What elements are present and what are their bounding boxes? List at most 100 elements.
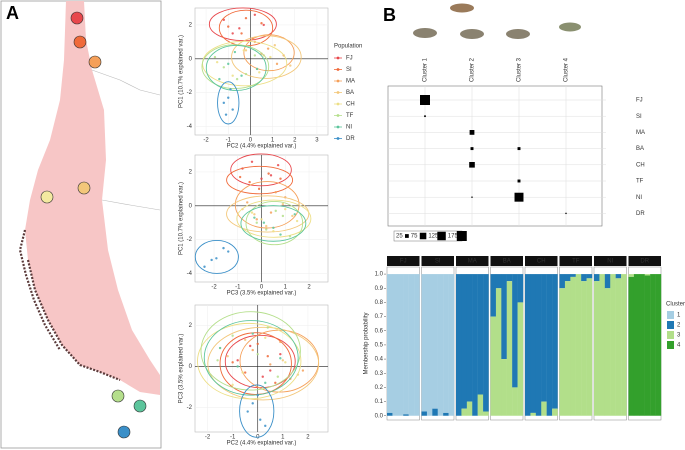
size-legend-square (419, 232, 427, 240)
membership-segment (530, 274, 537, 413)
point (231, 74, 234, 77)
membership-segment (546, 274, 553, 416)
point (250, 160, 254, 163)
y-tick-label: 0.6 (375, 328, 384, 334)
point (274, 191, 277, 194)
row-label: TF (636, 179, 644, 185)
column-label: Cluster 2 (470, 57, 476, 82)
y-tick-label: 0.0 (375, 413, 384, 419)
membership-segment (552, 408, 558, 416)
membership-segment (483, 411, 489, 416)
point (231, 334, 234, 337)
membership-segment (628, 276, 635, 416)
y-axis-label: PC3 (3.5% explained var.) (179, 334, 185, 404)
point (233, 50, 237, 54)
membership-segment (461, 274, 468, 409)
size-legend-square (405, 234, 409, 238)
point (267, 172, 270, 175)
plot-frame (194, 304, 329, 433)
legend-swatch (667, 311, 674, 319)
membership-segment (581, 281, 587, 416)
size-legend-label: 125 (428, 234, 439, 240)
point (266, 47, 270, 50)
panel-header-label: NI (607, 259, 613, 265)
point (291, 214, 294, 218)
legend-swatch (336, 114, 340, 117)
membership-segment (466, 401, 473, 416)
membership-segment (477, 394, 484, 416)
point (218, 77, 221, 81)
y-axis-label: Membership probability (364, 312, 370, 374)
membership-segment (594, 274, 600, 282)
point (255, 218, 258, 221)
membership-segment (541, 274, 547, 402)
membership-segment (512, 274, 518, 388)
point (244, 72, 248, 76)
legend-label: 4 (677, 343, 681, 349)
membership-segment (443, 274, 449, 413)
row-label: NI (636, 195, 642, 201)
y-tick-label: 0.3 (375, 371, 384, 377)
y-tick-label: 0 (189, 203, 193, 209)
membership-segment (477, 274, 484, 395)
point (227, 96, 230, 99)
x-tick-label: 1 (284, 285, 288, 291)
site (40, 190, 54, 204)
point (253, 213, 256, 216)
point (269, 174, 273, 177)
y-tick-label: -4 (187, 124, 193, 130)
membership-segment (466, 274, 473, 402)
membership-segment (586, 274, 593, 279)
point (229, 88, 232, 91)
matrix-frame (387, 85, 603, 227)
membership-segment (483, 274, 489, 412)
point (281, 214, 285, 218)
panel-header-label: SI (435, 259, 441, 265)
confidence-ellipse (203, 320, 299, 396)
point (240, 32, 243, 35)
point (255, 221, 258, 224)
point (231, 361, 234, 364)
panel-header (421, 256, 454, 266)
x-tick-label: 1 (281, 435, 285, 441)
point (264, 336, 267, 339)
legend-swatch (336, 125, 340, 129)
point (216, 359, 219, 362)
panel-header-label: TF (572, 259, 580, 265)
y-tick-label: 2 (189, 323, 193, 329)
size-legend-label: 175 (448, 234, 459, 240)
legend-swatch (336, 68, 340, 71)
panel-header (525, 256, 558, 266)
point (276, 375, 280, 378)
membership-segment (615, 278, 622, 416)
point (251, 332, 254, 335)
legend-title: Cluster (666, 302, 685, 308)
count-square (517, 147, 521, 151)
membership-segment (426, 274, 433, 416)
point (215, 60, 219, 64)
point (249, 344, 252, 348)
column-label: Cluster 1 (423, 57, 429, 82)
membership-segment (408, 274, 415, 416)
bird (413, 28, 437, 38)
count-square (420, 95, 430, 105)
membership-segment (633, 274, 640, 416)
point (279, 340, 282, 344)
point (281, 359, 285, 362)
membership-segment (530, 412, 537, 416)
count-square (517, 179, 521, 183)
membership-segment (495, 288, 502, 416)
size-legend-label: 25 (396, 234, 403, 240)
y-tick-label: 0 (189, 56, 193, 62)
confidence-ellipse (201, 44, 270, 89)
legend-label: 3 (677, 333, 681, 339)
point (213, 55, 217, 59)
panel-label: A (6, 3, 19, 23)
membership-segment (644, 275, 651, 416)
panel-header-label: DR (640, 259, 649, 265)
legend-swatch (336, 102, 340, 106)
membership-segment (392, 274, 399, 416)
x-tick-label: 0 (249, 138, 253, 144)
point (226, 355, 229, 358)
